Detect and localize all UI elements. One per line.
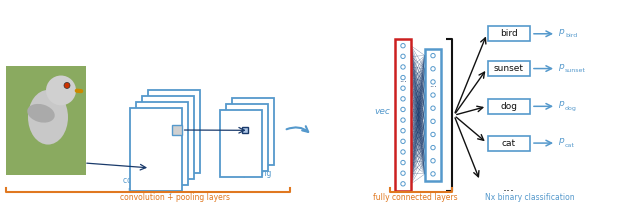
Circle shape: [401, 171, 405, 175]
Circle shape: [431, 53, 435, 58]
Circle shape: [431, 93, 435, 97]
Circle shape: [401, 65, 405, 69]
Circle shape: [401, 43, 405, 48]
Bar: [232, 98, 274, 165]
Bar: [148, 90, 200, 173]
Text: convolution + pooling layers: convolution + pooling layers: [120, 193, 230, 202]
Circle shape: [431, 132, 435, 137]
Circle shape: [431, 159, 435, 163]
Circle shape: [46, 75, 76, 105]
Text: Nx binary classification: Nx binary classification: [485, 193, 575, 202]
Text: cat: cat: [565, 143, 575, 147]
Text: sunset: sunset: [494, 64, 524, 73]
Text: $p$: $p$: [558, 62, 565, 73]
Circle shape: [401, 139, 405, 143]
Circle shape: [401, 182, 405, 186]
Circle shape: [431, 106, 435, 110]
Text: ...: ...: [399, 75, 407, 84]
Bar: [6, 65, 86, 175]
Circle shape: [401, 150, 405, 154]
Text: ...: ...: [503, 181, 515, 194]
Circle shape: [431, 172, 435, 176]
Circle shape: [401, 118, 405, 122]
Circle shape: [401, 107, 405, 112]
Text: fully connected layers: fully connected layers: [372, 193, 458, 202]
Bar: [226, 104, 268, 171]
Circle shape: [401, 54, 405, 59]
Text: $p$: $p$: [558, 136, 565, 147]
Text: sunset: sunset: [565, 68, 586, 73]
Text: bird: bird: [500, 29, 518, 38]
Text: bird: bird: [565, 33, 577, 38]
Bar: [488, 26, 530, 41]
Text: ...: ...: [429, 80, 437, 89]
Circle shape: [401, 75, 405, 80]
Text: dog: dog: [500, 102, 518, 111]
Bar: [136, 102, 188, 185]
Bar: [220, 110, 262, 177]
Bar: [488, 99, 530, 114]
Text: $p$: $p$: [558, 99, 565, 110]
Text: max pooling: max pooling: [224, 169, 272, 178]
Circle shape: [401, 86, 405, 90]
Bar: [142, 96, 194, 179]
Bar: [488, 61, 530, 76]
Circle shape: [401, 129, 405, 133]
Bar: [130, 108, 182, 191]
Circle shape: [431, 80, 435, 84]
Circle shape: [64, 82, 70, 88]
Circle shape: [431, 145, 435, 150]
Circle shape: [401, 160, 405, 165]
Ellipse shape: [28, 90, 68, 145]
Bar: [488, 136, 530, 151]
Bar: [172, 125, 182, 135]
Ellipse shape: [28, 104, 55, 123]
Text: dog: dog: [565, 106, 577, 111]
Bar: [242, 127, 248, 133]
Text: vec: vec: [374, 107, 390, 116]
Bar: [425, 49, 441, 181]
Circle shape: [431, 119, 435, 123]
Text: $p$: $p$: [558, 27, 565, 38]
Text: convolution +
nonlinearity: convolution + nonlinearity: [124, 176, 177, 195]
Bar: [395, 39, 411, 191]
Text: cat: cat: [502, 139, 516, 147]
Circle shape: [401, 97, 405, 101]
Circle shape: [431, 67, 435, 71]
